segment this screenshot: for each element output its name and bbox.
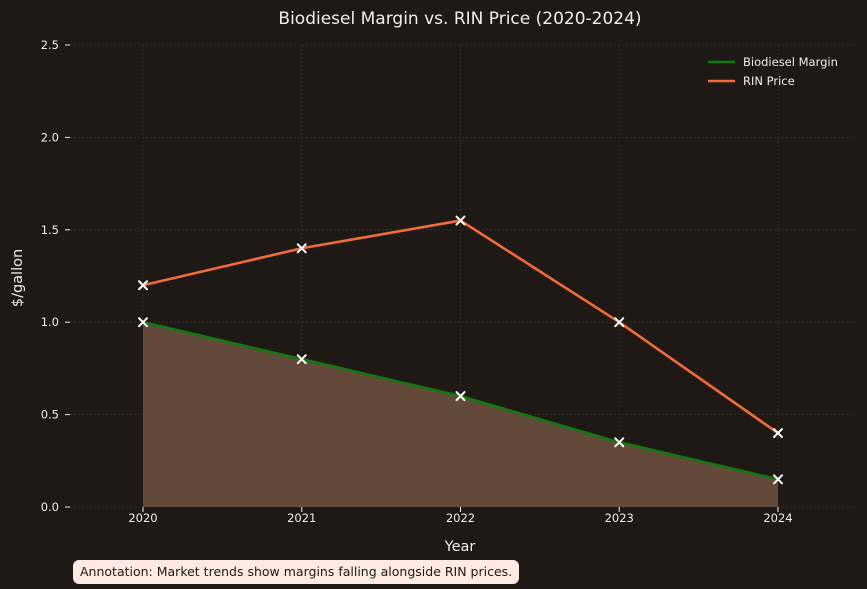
area-fill-layer [143, 322, 778, 507]
data-point [773, 474, 783, 485]
data-point [138, 317, 148, 328]
data-point [614, 437, 625, 448]
x-tick-label: 2022 [446, 511, 475, 525]
x-tick-label: 2021 [287, 511, 316, 525]
y-tick-label: 1.5 [41, 223, 59, 237]
y-tick-label: 0.5 [41, 408, 59, 422]
data-point [455, 215, 466, 226]
legend-label-0: Biodiesel Margin [743, 55, 838, 69]
y-axis-label: $/gallon [10, 249, 26, 307]
data-point [773, 428, 783, 439]
markers-layer [138, 215, 783, 485]
y-tick-label: 2.5 [41, 38, 59, 52]
x-tick-label: 2024 [763, 511, 792, 525]
x-tick-label: 2023 [605, 511, 634, 525]
data-point [614, 317, 625, 328]
axes: 0.0 0.5 1.0 1.5 2.0 2.5 2020 2021 2022 2023 2024 [41, 38, 793, 525]
y-tick-label: 2.0 [41, 130, 59, 144]
x-axis-label: Year [444, 539, 476, 555]
annotation-box: Annotation: Market trends show margins f… [73, 560, 520, 584]
data-point [296, 354, 307, 365]
data-point [455, 391, 466, 402]
y-tick-label: 1.0 [41, 315, 59, 329]
y-tick-label: 0.0 [41, 500, 59, 514]
legend: Biodiesel Margin RIN Price [708, 55, 838, 88]
data-point [296, 243, 307, 254]
x-tick-label: 2020 [128, 511, 157, 525]
legend-label-1: RIN Price [743, 74, 795, 88]
area-fill-0 [143, 322, 778, 507]
chart-title: Biodiesel Margin vs. RIN Price (2020-202… [278, 9, 641, 29]
data-point [138, 280, 148, 291]
